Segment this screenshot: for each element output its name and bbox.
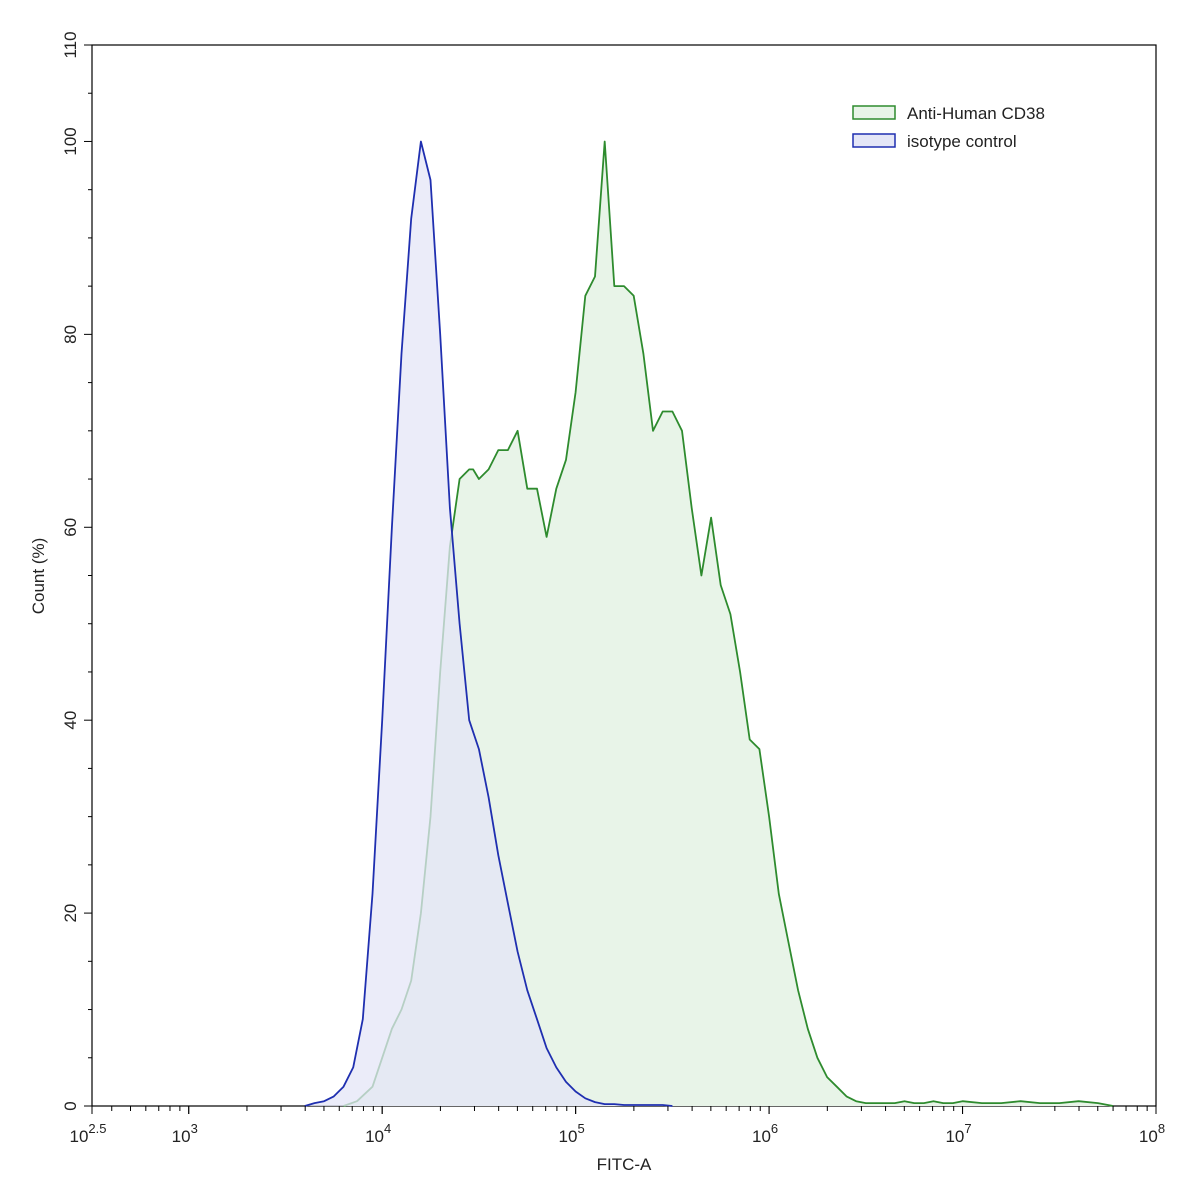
y-tick-label: 100	[61, 127, 80, 155]
x-tick-label: 103	[172, 1121, 198, 1146]
x-tick-label: 102.5	[70, 1121, 107, 1146]
x-tick-label: 105	[559, 1121, 585, 1146]
x-tick-label: 107	[945, 1121, 971, 1146]
series-layer	[304, 140, 1114, 1107]
y-tick-label: 60	[61, 518, 80, 537]
series-line-isotype-control	[304, 140, 673, 1107]
y-tick-label: 0	[61, 1101, 80, 1110]
legend-swatch-isotype-control	[852, 133, 896, 148]
y-tick-label: 80	[61, 325, 80, 344]
legend-swatch-anti-human-cd38	[852, 105, 896, 120]
legend: Anti-Human CD38 isotype control	[852, 104, 1045, 151]
x-tick-label: 104	[365, 1121, 391, 1146]
y-tick-label: 40	[61, 711, 80, 730]
x-axis-title: FITC-A	[597, 1155, 652, 1174]
x-tick-label: 106	[752, 1121, 778, 1146]
series-line-anti-human-cd38	[343, 140, 1114, 1107]
axes-layer: 0 20 40 60 80 100 110 102.5 103 104 105 106 107 108	[61, 31, 1165, 1146]
legend-label-isotype-control: isotype control	[907, 132, 1017, 151]
y-axis-title: Count (%)	[29, 538, 48, 615]
y-tick-label: 110	[61, 31, 80, 58]
series-fill-isotype-control	[304, 141, 673, 1106]
y-tick-label: 20	[61, 904, 80, 923]
x-tick-label: 108	[1139, 1121, 1165, 1146]
legend-label-anti-human-cd38: Anti-Human CD38	[907, 104, 1045, 123]
series-fill-anti-human-cd38	[343, 141, 1114, 1106]
